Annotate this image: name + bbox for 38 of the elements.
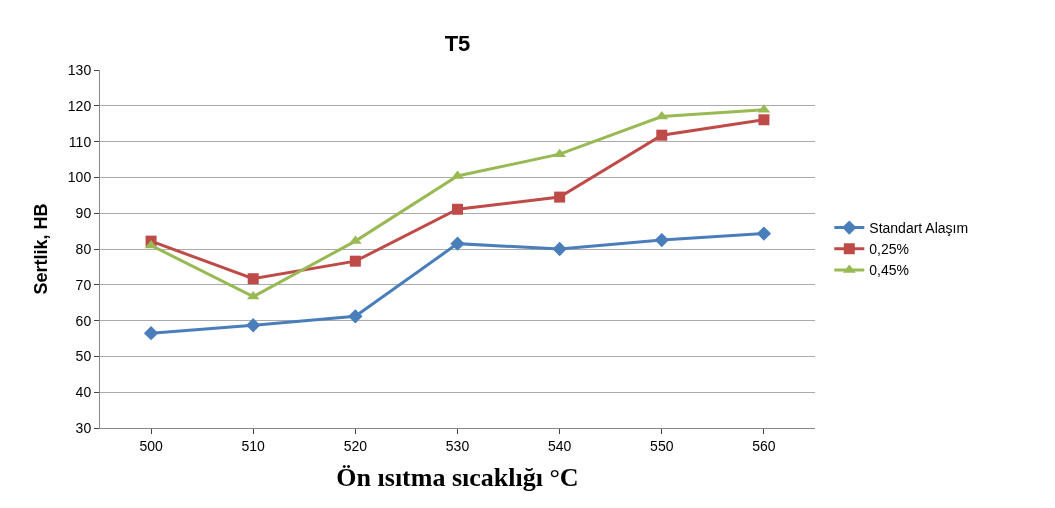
point <box>246 318 261 333</box>
chart-title: T5 <box>444 30 471 56</box>
point <box>247 273 259 285</box>
x-tick-label: 560 <box>752 437 776 454</box>
point <box>349 255 361 267</box>
y-tick-label: 110 <box>68 133 92 150</box>
legend-label: 0,25% <box>869 241 909 258</box>
y-tick-label: 50 <box>75 348 92 365</box>
point <box>756 226 772 241</box>
y-axis-title: Sertlik, HB <box>31 203 52 295</box>
y-tick-label: 70 <box>75 276 92 293</box>
x-tick-label: 520 <box>343 437 368 454</box>
x-tick-label: 510 <box>241 437 266 454</box>
y-tick-label: 80 <box>75 240 92 257</box>
y-tick-label: 60 <box>75 312 92 329</box>
y-tick-label: 90 <box>75 205 92 222</box>
point <box>656 129 668 141</box>
point <box>450 236 465 251</box>
y-tick-label: 30 <box>75 419 92 436</box>
x-tick-label: 550 <box>650 437 674 454</box>
x-axis-title: Ön ısıtma sıcaklığı °C <box>336 463 579 493</box>
point <box>348 309 363 324</box>
x-tick-label: 530 <box>445 437 470 454</box>
point <box>552 241 567 257</box>
point <box>452 203 463 215</box>
y-tick-label: 120 <box>67 97 92 114</box>
y-tick-label: 100 <box>67 169 92 186</box>
point <box>654 232 669 248</box>
legend-label: Standart Alaşım <box>869 220 969 237</box>
point <box>143 325 159 341</box>
point <box>144 239 158 249</box>
x-tick-label: 540 <box>547 437 572 454</box>
legend-label: 0,45% <box>869 262 909 279</box>
point <box>758 114 770 126</box>
y-tick-label: 40 <box>75 384 92 401</box>
point <box>554 191 566 203</box>
y-tick-label: 130 <box>67 61 92 78</box>
x-tick-label: 500 <box>139 437 163 454</box>
